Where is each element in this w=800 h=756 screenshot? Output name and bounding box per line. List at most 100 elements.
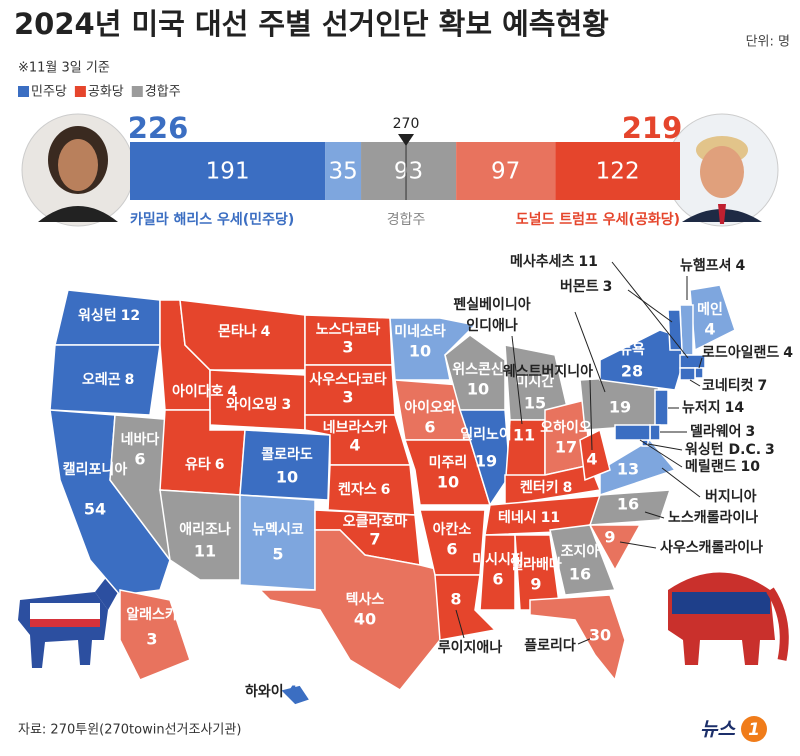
leader-line	[574, 311, 606, 393]
state-votes: 13	[617, 460, 639, 479]
state-shape	[529, 594, 626, 682]
state-shape	[239, 429, 331, 501]
state-votes: 6	[381, 482, 391, 498]
state-votes: 28	[621, 362, 643, 381]
bar-segment	[456, 142, 556, 200]
leader-line	[619, 541, 657, 549]
state-name: 앨라배마	[510, 557, 562, 573]
state-name: 일리노이	[460, 426, 512, 443]
bar-segment	[555, 142, 680, 200]
state-votes: 16	[617, 495, 639, 514]
state-votes: 6	[424, 418, 435, 437]
leader-line	[589, 379, 593, 451]
state-shape	[239, 494, 316, 591]
leader-line	[455, 609, 465, 639]
state-votes: 6	[134, 450, 145, 469]
leader-line	[511, 335, 523, 425]
state-name: 미시간	[516, 373, 555, 390]
state-votes: 7	[758, 378, 768, 394]
tossup-label: 경합주	[387, 212, 426, 228]
state-votes: 6	[446, 540, 457, 559]
state-name: 펜실베이니아	[453, 296, 530, 313]
state-shape	[159, 489, 241, 581]
leader-line	[627, 289, 673, 323]
legend-label: 공화당	[88, 85, 124, 100]
state-votes: 19	[609, 398, 631, 417]
title: 2024년 미국 대선 주별 선거인단 확보 예측현황	[14, 7, 609, 41]
state-shape	[614, 424, 651, 441]
state-votes: 3	[603, 279, 613, 295]
legend-swatch	[18, 86, 29, 97]
subtitle: ※11월 3일 기준	[18, 61, 110, 76]
legend-label: 민주당	[31, 85, 67, 100]
state-name: 오하이오	[540, 419, 592, 436]
state-votes: 4	[261, 324, 271, 340]
state-name: 노스캐롤라이나	[668, 509, 758, 526]
legend-label: 경합주	[145, 85, 181, 100]
state-name: 코네티컷	[702, 377, 754, 394]
dem-total: 226	[128, 111, 189, 145]
state-votes: 9	[604, 528, 615, 547]
threshold-label: 270	[393, 116, 420, 132]
state-votes: 4	[288, 684, 298, 700]
state-votes: 40	[354, 610, 376, 629]
state-shape	[403, 439, 492, 506]
segment-label: 97	[491, 159, 520, 185]
state-name: 노스다코타	[316, 322, 381, 338]
state-shape	[649, 424, 661, 441]
state-shape	[258, 529, 441, 691]
state-name: 웨스트버지니아	[503, 363, 593, 380]
state-votes: 4	[736, 258, 746, 274]
state-name: 아이다호	[172, 383, 224, 400]
state-name: 아이오와	[404, 399, 456, 416]
state-name: 루이지애나	[438, 639, 503, 656]
state-votes: 17	[555, 438, 577, 457]
state-votes: 8	[563, 480, 573, 496]
state-votes: 8	[125, 372, 135, 388]
state-shape	[579, 428, 611, 482]
state-name: 알래스카	[126, 607, 178, 623]
state-name: 아칸소	[433, 521, 472, 538]
source: 자료: 270투윈(270towin선거조사기관)	[18, 723, 241, 738]
leader-line	[698, 357, 703, 369]
state-votes: 4	[349, 436, 360, 455]
state-name: 뉴멕시코	[252, 521, 304, 538]
state-name: 워싱턴 D.C.	[685, 441, 761, 458]
segment-label: 93	[394, 159, 423, 185]
leader-line	[689, 379, 701, 387]
state-votes: 10	[276, 468, 298, 487]
state-votes: 7	[369, 530, 380, 549]
state-votes: 10	[437, 473, 459, 492]
state-name: 로드아일랜드	[702, 344, 779, 361]
state-name: 워싱턴	[78, 307, 117, 324]
state-votes: 3	[146, 630, 157, 649]
state-shape	[458, 409, 511, 507]
state-name: 콜로라도	[261, 447, 313, 463]
state-name: 메인	[697, 301, 723, 318]
state-name: 사우스캐롤라이나	[660, 539, 763, 556]
state-shape	[49, 344, 161, 416]
leader-line	[644, 511, 665, 519]
leader-line	[647, 443, 683, 451]
state-name: 조지아	[561, 543, 600, 560]
state-name: 인디애나	[466, 317, 518, 334]
legend-swatch	[131, 86, 143, 97]
state-name: 버지니아	[705, 488, 757, 505]
state-shape	[479, 534, 516, 611]
state-votes: 19	[475, 452, 497, 471]
state-shape	[679, 367, 696, 381]
state-shape	[549, 524, 617, 596]
state-name: 유타	[185, 457, 211, 473]
logo-mark: 1	[748, 720, 760, 740]
state-shape	[599, 439, 677, 497]
state-name: 오레곤	[82, 372, 121, 388]
state-name: 하와이	[245, 683, 284, 700]
state-votes: 4	[783, 345, 793, 361]
state-shape	[679, 354, 706, 369]
state-name: 미주리	[429, 455, 468, 471]
state-shape	[278, 684, 312, 706]
state-votes: 12	[121, 308, 140, 324]
state-name: 플로리다	[524, 638, 576, 654]
logo-text: 뉴스	[700, 719, 736, 741]
